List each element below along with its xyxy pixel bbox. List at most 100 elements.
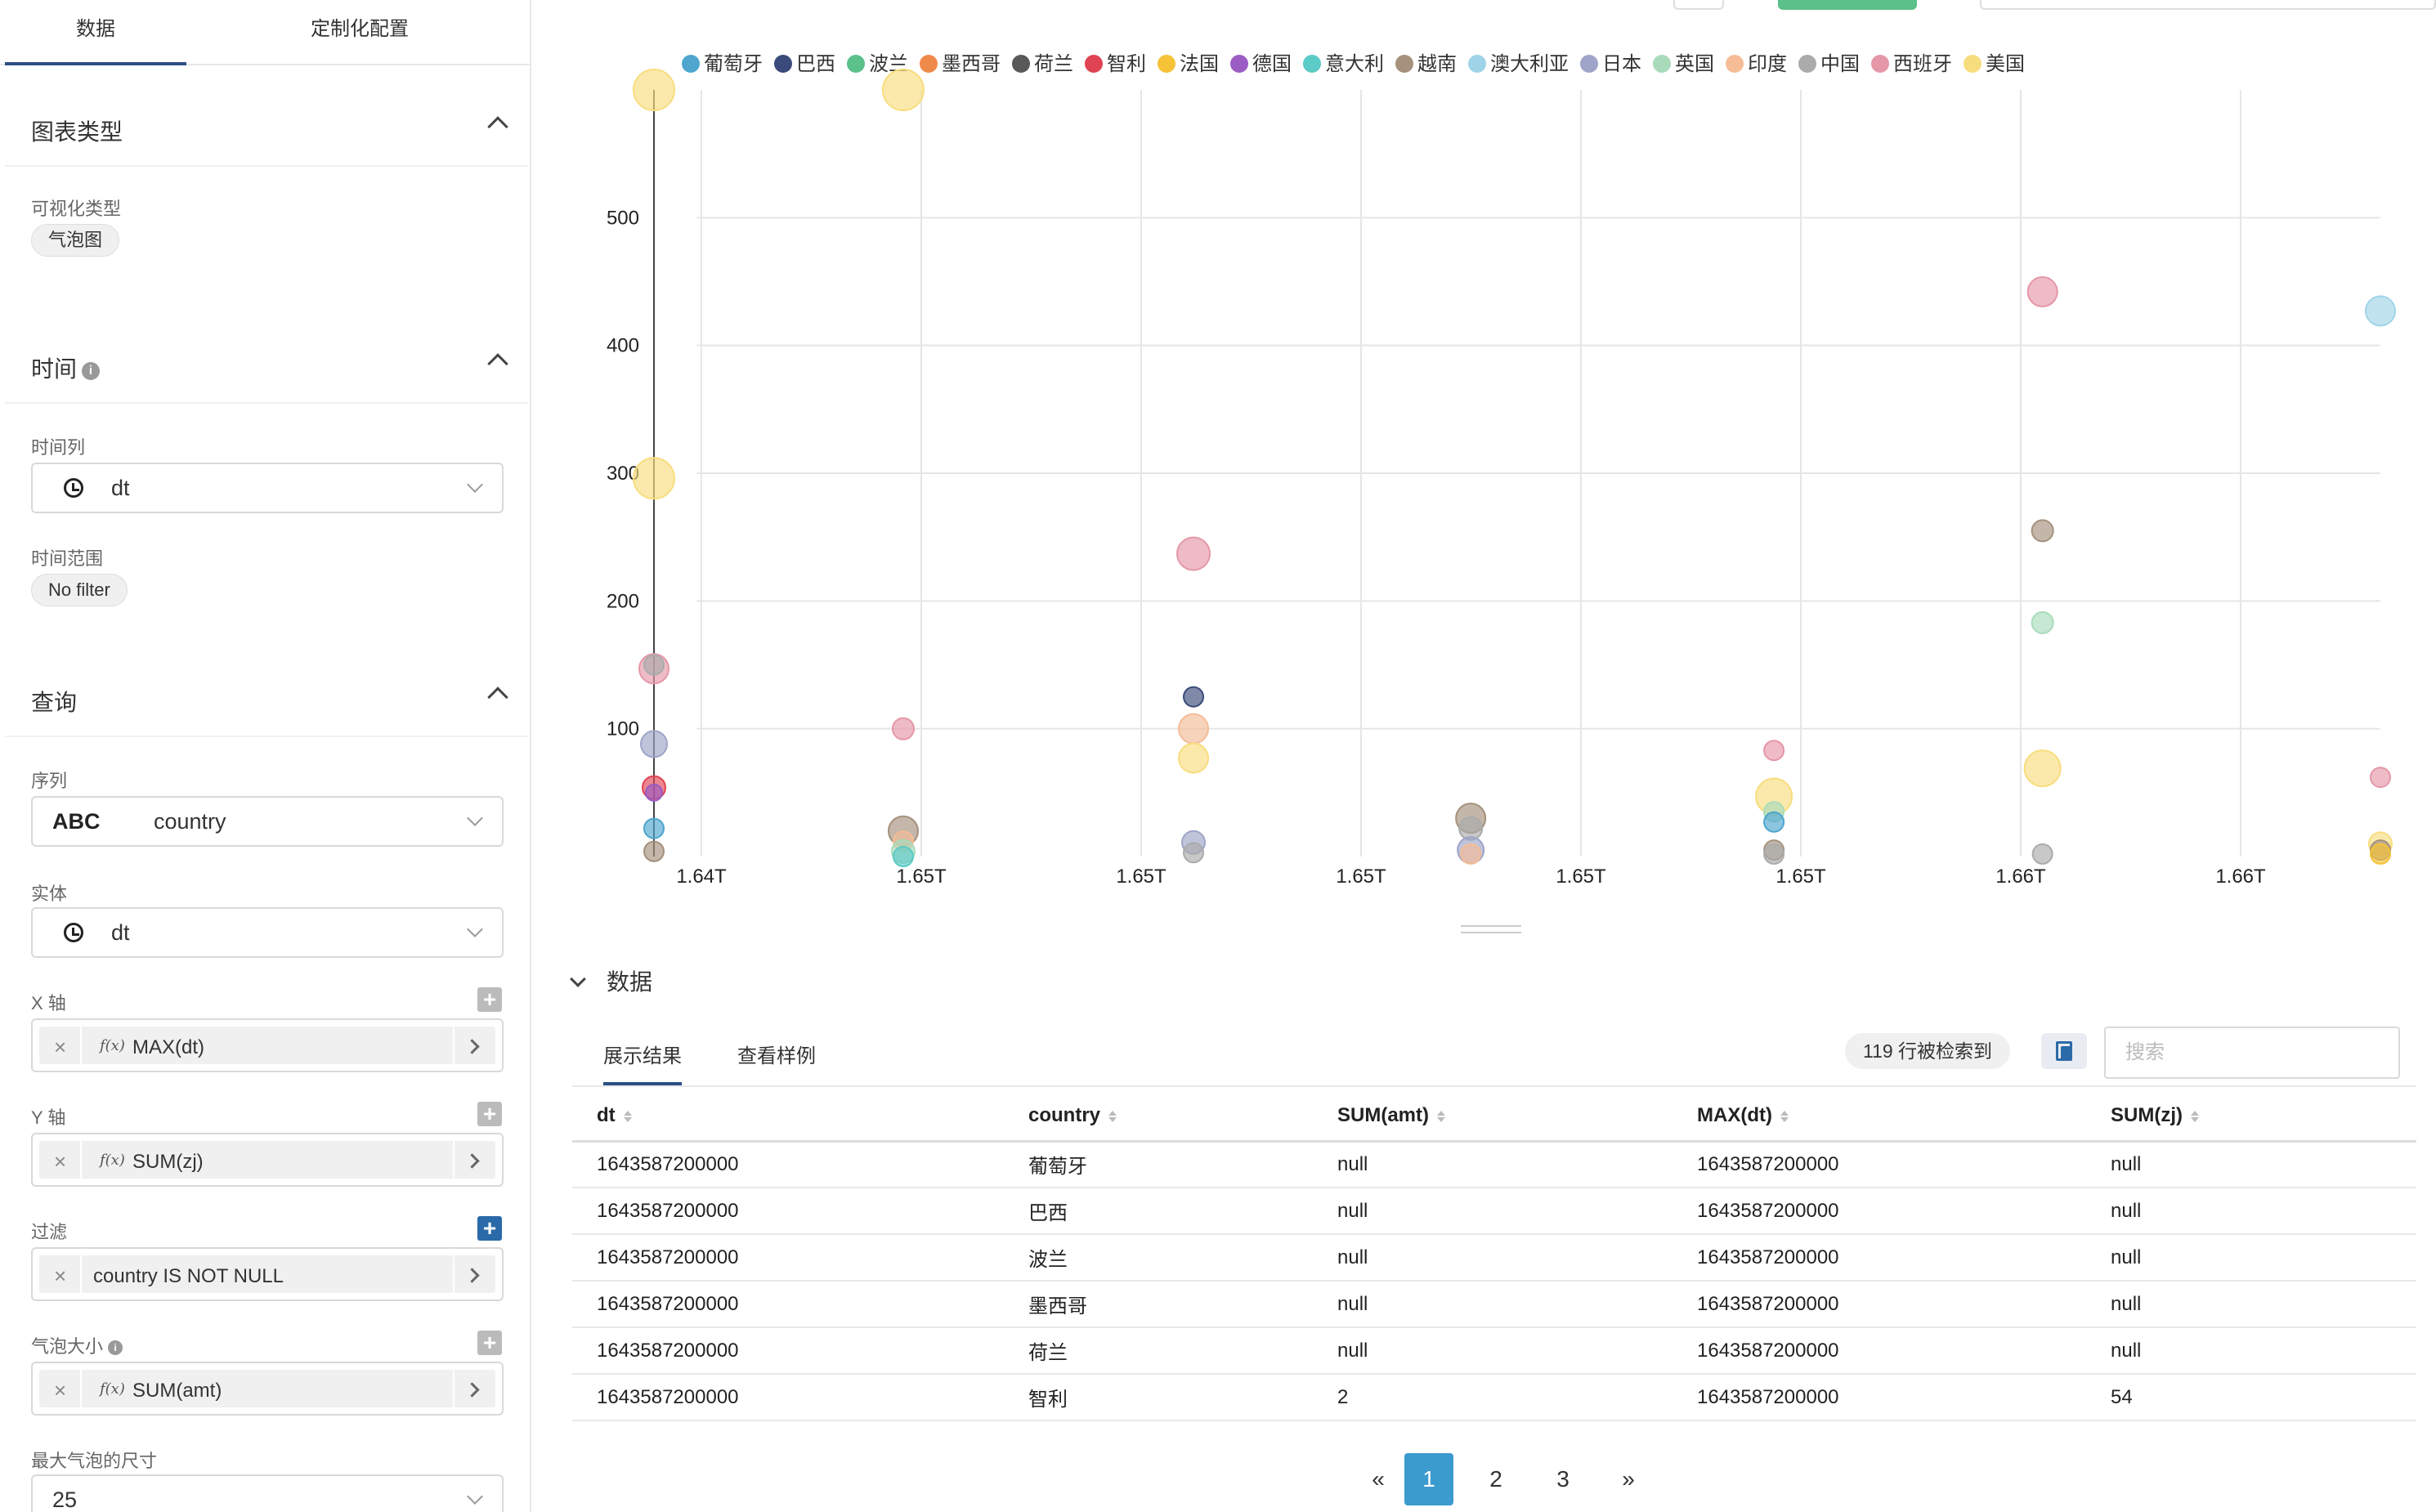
legend-item[interactable]: 墨西哥 — [920, 47, 1001, 76]
search-input[interactable] — [2104, 1027, 2400, 1079]
remove-icon[interactable]: × — [54, 1149, 67, 1174]
sort-icon[interactable] — [2190, 1110, 2199, 1122]
column-header-label: country — [1028, 1104, 1101, 1127]
page-button-1[interactable]: 1 — [1404, 1453, 1453, 1505]
tab-customize[interactable]: 定制化配置 — [311, 18, 409, 40]
table-cell: 1643587200000 — [572, 1141, 1004, 1188]
table-cell: null — [1313, 1188, 1673, 1235]
remove-icon[interactable]: × — [54, 1378, 67, 1402]
add-bubble-size-button[interactable]: + — [477, 1331, 502, 1355]
next-page-button[interactable]: » — [1622, 1466, 1635, 1492]
legend-item[interactable]: 澳大利亚 — [1468, 47, 1569, 76]
sort-icon[interactable] — [623, 1110, 632, 1122]
info-icon[interactable]: i — [82, 362, 101, 380]
legend-item[interactable]: 智利 — [1085, 47, 1146, 76]
add-y-axis-button[interactable]: + — [477, 1102, 502, 1126]
chevron-up-icon[interactable] — [487, 687, 508, 708]
data-panel-title: 数据 — [607, 969, 653, 995]
legend-item[interactable]: 法国 — [1158, 47, 1219, 76]
table-cell: 1643587200000 — [572, 1327, 1004, 1375]
tab-data[interactable]: 数据 — [5, 0, 186, 65]
legend-item[interactable]: 印度 — [1726, 47, 1787, 76]
column-header[interactable]: MAX(dt) — [1673, 1092, 2086, 1143]
tab-results[interactable]: 展示结果 — [603, 1040, 682, 1085]
legend-item[interactable]: 德国 — [1230, 47, 1292, 76]
legend-item[interactable]: 巴西 — [774, 47, 835, 76]
bubble-size-metric[interactable]: × f(x) SUM(amt) — [31, 1362, 504, 1416]
remove-icon[interactable]: × — [54, 1035, 67, 1059]
entity-select[interactable]: dt — [31, 907, 504, 958]
column-header[interactable]: SUM(zj) — [2086, 1092, 2416, 1143]
legend-item[interactable]: 葡萄牙 — [682, 47, 763, 76]
toolbar-fragment[interactable] — [1673, 0, 1724, 10]
prev-page-button[interactable]: « — [1372, 1466, 1385, 1492]
info-icon[interactable]: i — [108, 1340, 123, 1355]
chevron-right-icon[interactable] — [464, 1268, 480, 1283]
bubble — [2026, 276, 2058, 308]
table-cell: 1643587200000 — [1673, 1327, 2086, 1375]
column-header[interactable]: dt — [572, 1092, 1004, 1143]
metric-pill: × f(x) SUM(zj) — [39, 1141, 495, 1179]
legend-swatch — [1964, 55, 1981, 73]
legend-label: 越南 — [1417, 53, 1457, 75]
divider — [80, 1141, 82, 1179]
data-panel-header[interactable]: 数据 — [570, 964, 653, 997]
bubble — [633, 457, 675, 500]
toolbar-fragment[interactable] — [1980, 0, 2436, 10]
legend-item[interactable]: 越南 — [1395, 47, 1457, 76]
time-column-select[interactable]: dt — [31, 463, 504, 513]
add-x-axis-button[interactable]: + — [477, 987, 502, 1012]
filter-item[interactable]: × country IS NOT NULL — [31, 1247, 504, 1301]
remove-icon[interactable]: × — [54, 1264, 67, 1288]
x-axis-metric[interactable]: × f(x) MAX(dt) — [31, 1018, 504, 1072]
chevron-down-icon[interactable] — [570, 971, 586, 987]
copy-icon[interactable] — [2041, 1033, 2087, 1069]
chevron-right-icon[interactable] — [464, 1382, 480, 1398]
time-range-tag[interactable]: No filter — [31, 574, 128, 606]
legend-item[interactable]: 西班牙 — [1871, 47, 1952, 76]
legend-item[interactable]: 美国 — [1964, 47, 2025, 76]
section-time[interactable]: 时间 i — [5, 329, 528, 404]
table-cell: null — [2086, 1188, 2416, 1235]
section-title: 时间 i — [31, 351, 101, 384]
function-icon: f(x) — [100, 1380, 125, 1398]
legend-label: 美国 — [1986, 53, 2025, 75]
viz-type-tag[interactable]: 气泡图 — [31, 224, 120, 257]
resize-handle[interactable] — [1461, 925, 1521, 933]
legend-label: 意大利 — [1325, 53, 1384, 75]
legend-swatch — [682, 55, 700, 73]
sort-icon[interactable] — [1108, 1110, 1117, 1122]
column-header[interactable]: SUM(amt) — [1313, 1092, 1673, 1143]
add-filter-button[interactable]: + — [477, 1216, 502, 1241]
legend-swatch — [920, 55, 938, 73]
chevron-right-icon[interactable] — [464, 1153, 480, 1169]
page-button-2[interactable]: 2 — [1489, 1466, 1502, 1492]
legend-item[interactable]: 日本 — [1580, 47, 1641, 76]
x-tick-label: 1.65T — [1336, 866, 1386, 888]
y-tick-label: 500 — [607, 207, 639, 229]
legend-item[interactable]: 英国 — [1653, 47, 1714, 76]
max-bubble-size-select[interactable]: 25 — [31, 1474, 504, 1512]
legend-item[interactable]: 中国 — [1798, 47, 1860, 76]
column-header-label: dt — [597, 1104, 616, 1127]
page-button-3[interactable]: 3 — [1556, 1466, 1570, 1492]
y-axis-metric[interactable]: × f(x) SUM(zj) — [31, 1133, 504, 1187]
sort-icon[interactable] — [1780, 1110, 1789, 1122]
section-query[interactable]: 查询 — [5, 662, 528, 737]
table-cell: 1643587200000 — [1673, 1234, 2086, 1282]
legend-item[interactable]: 荷兰 — [1012, 47, 1073, 76]
legend-item[interactable]: 波兰 — [847, 47, 908, 76]
chevron-up-icon[interactable] — [487, 116, 508, 137]
toolbar-fragment[interactable] — [1778, 0, 1917, 10]
tab-samples[interactable]: 查看样例 — [737, 1045, 816, 1067]
chevron-up-icon[interactable] — [487, 353, 508, 374]
legend-item[interactable]: 意大利 — [1303, 47, 1384, 76]
section-chart-type[interactable]: 图表类型 — [5, 92, 528, 167]
bubble — [1183, 686, 1205, 708]
chevron-right-icon[interactable] — [464, 1039, 480, 1054]
series-select[interactable]: ABC country — [31, 796, 504, 847]
table-cell: 1643587200000 — [572, 1374, 1004, 1421]
column-header[interactable]: country — [1004, 1092, 1313, 1143]
sort-icon[interactable] — [1437, 1110, 1445, 1122]
